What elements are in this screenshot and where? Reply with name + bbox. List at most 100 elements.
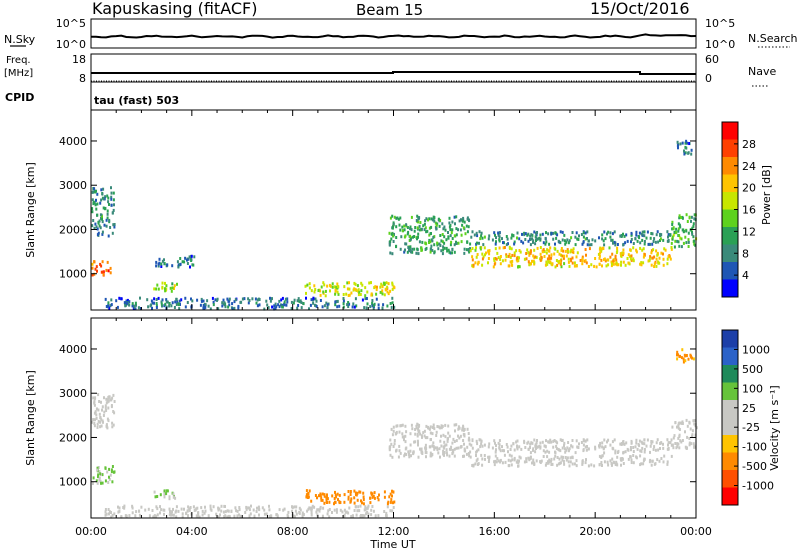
data-cell	[688, 441, 691, 445]
data-cell	[440, 444, 443, 448]
data-cell	[497, 256, 500, 260]
power-ylabel: Slant Range [km]	[24, 162, 37, 258]
data-cell	[227, 509, 230, 513]
data-cell	[267, 306, 270, 310]
data-cell	[642, 261, 645, 265]
data-cell	[399, 451, 402, 455]
data-cell	[405, 242, 408, 246]
data-cell	[453, 454, 456, 458]
freq-left-tick-top: 18	[72, 53, 86, 66]
data-cell	[237, 306, 240, 310]
data-cell	[501, 259, 504, 263]
data-cell	[516, 256, 519, 260]
data-cell	[581, 460, 584, 464]
data-cell	[455, 446, 458, 450]
data-cell	[611, 457, 614, 461]
data-cell	[640, 263, 643, 267]
data-cell	[546, 449, 549, 453]
data-cell	[457, 427, 460, 431]
data-cell	[680, 356, 683, 360]
data-cell	[403, 250, 406, 254]
data-cell	[667, 233, 670, 237]
data-cell	[692, 224, 695, 228]
data-cell	[670, 438, 673, 442]
data-cell	[200, 297, 203, 301]
data-cell	[285, 303, 288, 307]
data-cell	[97, 466, 100, 469]
data-cell	[360, 514, 362, 517]
data-cell	[366, 302, 369, 306]
data-cell	[98, 476, 101, 480]
data-cell	[275, 513, 278, 517]
data-cell	[674, 421, 677, 425]
data-cell	[102, 206, 105, 210]
data-cell	[95, 189, 97, 193]
colorbar-swatch	[722, 279, 738, 298]
data-cell	[365, 512, 368, 516]
data-cell	[342, 299, 345, 303]
data-cell	[212, 300, 215, 304]
data-cell	[689, 427, 692, 431]
data-cell	[598, 463, 601, 467]
data-cell	[451, 449, 454, 452]
data-cell	[203, 511, 206, 515]
data-cell	[354, 282, 357, 286]
data-cell	[428, 226, 431, 230]
data-cell	[428, 241, 430, 244]
data-cell	[280, 298, 283, 302]
data-cell	[584, 461, 587, 465]
data-cell	[345, 292, 348, 296]
data-cell	[423, 228, 426, 232]
data-cell	[408, 249, 411, 253]
data-cell	[650, 249, 653, 253]
data-cell	[536, 246, 539, 250]
data-cell	[403, 224, 406, 228]
freq-right-tick-top: 60	[705, 53, 719, 66]
data-cell	[387, 282, 390, 286]
data-cell	[614, 254, 617, 258]
data-cell	[690, 355, 693, 359]
data-cell	[369, 305, 372, 309]
data-cell	[577, 238, 580, 241]
data-cell	[186, 301, 189, 304]
data-cell	[181, 260, 184, 264]
data-cell	[602, 447, 605, 451]
data-cell	[103, 223, 106, 227]
data-cell	[190, 254, 193, 258]
data-cell	[356, 491, 359, 495]
data-cell	[508, 245, 511, 249]
data-cell	[207, 514, 210, 518]
data-cell	[370, 508, 373, 512]
data-cell	[432, 445, 435, 448]
y-tick-label: 2000	[59, 223, 87, 236]
data-cell	[571, 455, 574, 459]
data-cell	[409, 245, 412, 249]
data-cell	[691, 434, 693, 438]
data-cell	[653, 255, 656, 259]
data-cell	[670, 443, 673, 447]
data-cell	[398, 444, 401, 448]
data-cell	[155, 264, 158, 268]
data-cell	[525, 460, 528, 464]
data-cell	[532, 240, 534, 244]
data-cell	[499, 460, 502, 464]
data-cell	[318, 509, 321, 513]
data-cell	[469, 450, 472, 454]
data-cell	[305, 489, 308, 493]
data-cell	[532, 254, 535, 258]
data-cell	[585, 253, 587, 257]
data-cell	[555, 236, 558, 240]
data-cell	[389, 251, 392, 255]
data-cell	[582, 443, 585, 447]
data-cell	[216, 297, 219, 301]
data-cell	[305, 291, 307, 295]
data-cell	[389, 216, 392, 220]
data-cell	[554, 450, 556, 454]
data-cell	[309, 303, 312, 307]
data-cell	[175, 303, 178, 306]
data-cell	[189, 265, 191, 269]
data-cell	[393, 442, 396, 446]
data-cell	[324, 289, 327, 293]
data-cell	[533, 261, 536, 265]
data-cell	[513, 456, 516, 460]
